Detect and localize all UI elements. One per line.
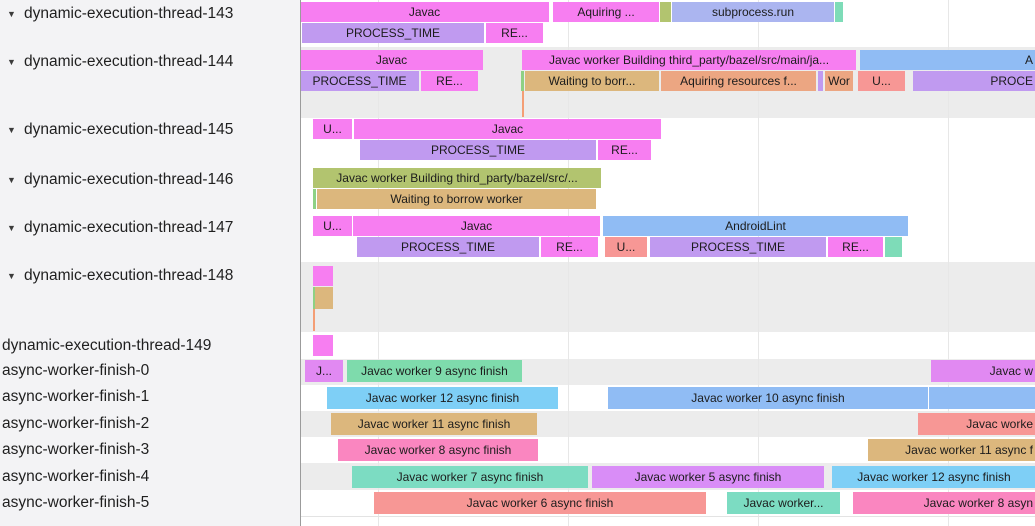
timeline-slice-javac-worker-8-asyn[interactable]: Javac worker 8 asyn <box>853 492 1035 514</box>
track-row-async-worker-finish-1[interactable]: async-worker-finish-1 <box>0 384 300 410</box>
track-row-dynamic-execution-thread-143[interactable]: ▼ dynamic-execution-thread-143 <box>0 1 300 27</box>
timeline-slice[interactable] <box>885 237 902 257</box>
timeline-slice-subprocess-run[interactable]: subprocess.run <box>672 2 834 22</box>
timeline-slice[interactable] <box>315 287 333 309</box>
track-row-dynamic-execution-thread-145[interactable]: ▼ dynamic-execution-thread-145 <box>0 117 300 143</box>
timeline-slice-javac-worke[interactable]: Javac worke <box>918 413 1035 435</box>
time-gridline <box>568 0 569 526</box>
timeline-slice-u[interactable]: U... <box>858 71 905 91</box>
timeline-slice-re[interactable]: RE... <box>828 237 883 257</box>
track-label: async-worker-finish-2 <box>2 415 150 432</box>
timeline-slice-javac-worker-10-async-finish[interactable]: Javac worker 10 async finish <box>608 387 928 409</box>
timeline-slice-process-time[interactable]: PROCESS_TIME <box>360 140 596 160</box>
timeline-slice-javac-worker-building-third-party-bazel-src-main-ja[interactable]: Javac worker Building third_party/bazel/… <box>522 50 856 70</box>
track-label: async-worker-finish-5 <box>2 494 150 511</box>
track-label: dynamic-execution-thread-145 <box>24 121 234 138</box>
track-row-async-worker-finish-3[interactable]: async-worker-finish-3 <box>0 437 300 463</box>
track-label: async-worker-finish-1 <box>2 388 150 405</box>
timeline-slice-u[interactable]: U... <box>605 237 647 257</box>
timeline-slice-javac-worker-12-async-finish[interactable]: Javac worker 12 async finish <box>832 466 1035 488</box>
timeline-slice-j[interactable]: J... <box>305 360 343 382</box>
timeline-slice[interactable] <box>835 2 843 22</box>
time-gridline <box>948 0 949 526</box>
timeline-slice-javac-worker-5-async-finish[interactable]: Javac worker 5 async finish <box>592 466 824 488</box>
timeline-slice-process-time[interactable]: PROCESS_TIME <box>357 237 539 257</box>
track-label: dynamic-execution-thread-147 <box>24 219 234 236</box>
track-name-sidebar: ▼ dynamic-execution-thread-143 ▼ dynamic-ex… <box>0 0 300 526</box>
track-row-dynamic-execution-thread-146[interactable]: ▼ dynamic-execution-thread-146 <box>0 167 300 193</box>
timeline-slice-a[interactable]: A <box>860 50 1035 70</box>
track-label: dynamic-execution-thread-149 <box>2 337 212 354</box>
track-row-async-worker-finish-5[interactable]: async-worker-finish-5 <box>0 490 300 516</box>
timeline-slice[interactable] <box>929 387 1035 409</box>
track-label: async-worker-finish-0 <box>2 362 150 379</box>
collapse-triangle-icon[interactable]: ▼ <box>7 271 16 281</box>
track-row-async-worker-finish-0[interactable]: async-worker-finish-0 <box>0 358 300 384</box>
timeline-slice[interactable] <box>313 266 333 286</box>
collapse-triangle-icon[interactable]: ▼ <box>7 9 16 19</box>
track-row-dynamic-execution-thread-149[interactable]: dynamic-execution-thread-149 <box>0 333 300 359</box>
timeline-slice-aquiring-resources-f[interactable]: Aquiring resources f... <box>661 71 816 91</box>
track-row-dynamic-execution-thread-147[interactable]: ▼ dynamic-execution-thread-147 <box>0 215 300 241</box>
flow-marker-line <box>522 91 524 117</box>
track-label: async-worker-finish-4 <box>2 468 150 485</box>
timeline-slice-javac-worker[interactable]: Javac worker... <box>727 492 840 514</box>
timeline-slice-javac-worker-12-async-finish[interactable]: Javac worker 12 async finish <box>327 387 558 409</box>
timeline-slice-wor[interactable]: Wor <box>825 71 853 91</box>
collapse-triangle-icon[interactable]: ▼ <box>7 175 16 185</box>
track-row-dynamic-execution-thread-148[interactable]: ▼ dynamic-execution-thread-148 <box>0 263 300 289</box>
timeline-slice-process-time[interactable]: PROCESS_TIME <box>301 71 419 91</box>
timeline-slice-process-time[interactable]: PROCESS_TIME <box>302 23 484 43</box>
timeline-slice-javac-worker-7-async-finish[interactable]: Javac worker 7 async finish <box>352 466 588 488</box>
track-row-async-worker-finish-2[interactable]: async-worker-finish-2 <box>0 411 300 437</box>
timeline-slice-process-time[interactable]: PROCESS_TIME <box>650 237 826 257</box>
timeline-slice-javac-w[interactable]: Javac w <box>931 360 1035 382</box>
track-background-thread-149 <box>301 332 1035 359</box>
timeline-slice-javac-worker-9-async-finish[interactable]: Javac worker 9 async finish <box>347 360 522 382</box>
timeline-slice[interactable] <box>313 189 316 209</box>
flow-marker-line <box>313 309 315 331</box>
timeline-slice-proce[interactable]: PROCE <box>913 71 1035 91</box>
timeline-slice-javac-worker-11-async-finish[interactable]: Javac worker 11 async finish <box>331 413 537 435</box>
track-row-async-worker-finish-4[interactable]: async-worker-finish-4 <box>0 464 300 490</box>
timeline-slice-javac-worker-6-async-finish[interactable]: Javac worker 6 async finish <box>374 492 706 514</box>
timeline-slice-javac[interactable]: Javac <box>301 50 483 70</box>
track-row-dynamic-execution-thread-144[interactable]: ▼ dynamic-execution-thread-144 <box>0 49 300 75</box>
timeline-slice-waiting-to-borr[interactable]: Waiting to borr... <box>525 71 659 91</box>
timeline-slice-re[interactable]: RE... <box>541 237 598 257</box>
timeline-slice-javac[interactable]: Javac <box>354 119 661 139</box>
timeline-slice[interactable] <box>313 335 333 356</box>
timeline-slice-u[interactable]: U... <box>313 216 352 236</box>
timeline-slice-re[interactable]: RE... <box>421 71 478 91</box>
timeline-slice-javac-worker-11-async-f[interactable]: Javac worker 11 async f <box>868 439 1035 461</box>
track-label: dynamic-execution-thread-146 <box>24 171 234 188</box>
timeline-slice-javac[interactable]: Javac <box>353 216 600 236</box>
timeline-slice-re[interactable]: RE... <box>486 23 543 43</box>
timeline-slice[interactable] <box>660 2 671 22</box>
timeline-slice-u[interactable]: U... <box>313 119 352 139</box>
track-label: dynamic-execution-thread-144 <box>24 53 234 70</box>
collapse-triangle-icon[interactable]: ▼ <box>7 223 16 233</box>
time-gridline <box>378 0 379 526</box>
track-background-thread-148 <box>301 262 1035 332</box>
timeline-slice-re[interactable]: RE... <box>598 140 651 160</box>
timeline-slice[interactable] <box>313 287 315 309</box>
timeline-slice[interactable] <box>521 71 524 91</box>
timeline-slice-waiting-to-borrow-worker[interactable]: Waiting to borrow worker <box>317 189 596 209</box>
track-label: dynamic-execution-thread-143 <box>24 5 234 22</box>
timeline-slice-aquiring[interactable]: Aquiring ... <box>553 2 659 22</box>
time-gridline <box>758 0 759 526</box>
track-label: dynamic-execution-thread-148 <box>24 267 234 284</box>
track-label: async-worker-finish-3 <box>2 441 150 458</box>
timeline-slice-javac[interactable]: Javac <box>301 2 549 22</box>
timeline-slice-javac-worker-building-third-party-bazel-src[interactable]: Javac worker Building third_party/bazel/… <box>313 168 601 188</box>
collapse-triangle-icon[interactable]: ▼ <box>7 125 16 135</box>
collapse-triangle-icon[interactable]: ▼ <box>7 57 16 67</box>
timeline-slice-javac-worker-8-async-finish[interactable]: Javac worker 8 async finish <box>338 439 538 461</box>
timeline-slice[interactable] <box>818 71 823 91</box>
timeline-canvas[interactable]: Javac Aquiring ... subprocess.run PROCESS_T… <box>300 0 1035 526</box>
timeline-slice-androidlint[interactable]: AndroidLint <box>603 216 908 236</box>
timeline-bottom-divider <box>301 516 1035 517</box>
